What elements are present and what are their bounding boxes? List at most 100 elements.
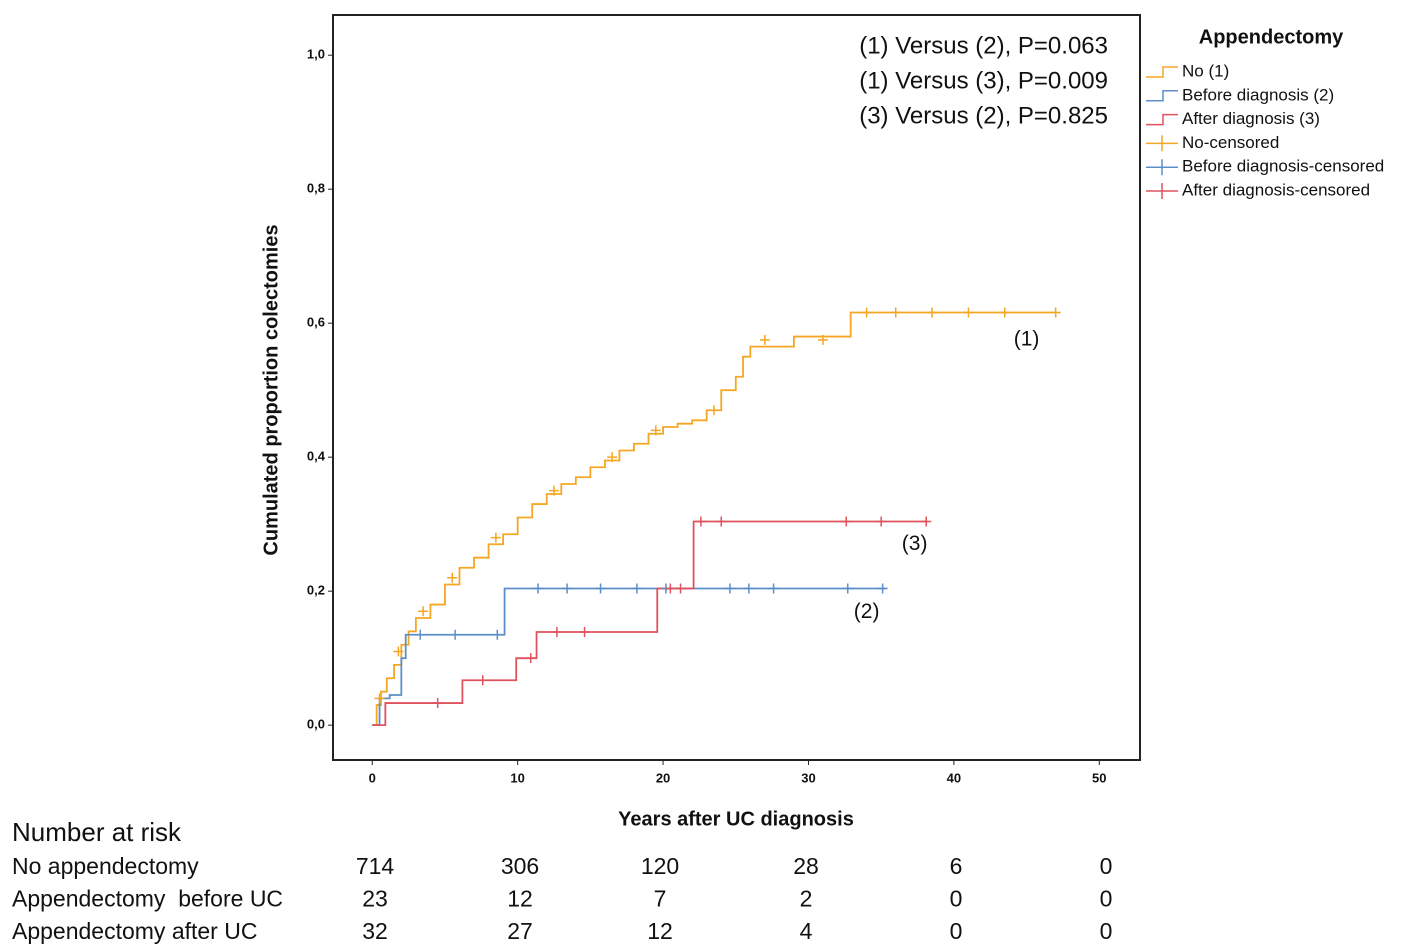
legend-swatch <box>1146 90 1178 102</box>
y-tick-label: 0,0 <box>307 717 325 732</box>
km-curve <box>372 520 928 727</box>
risk-value: 7 <box>654 886 667 912</box>
annotation: (3) Versus (2), P=0.825 <box>859 102 1108 129</box>
censor-mark <box>374 693 385 704</box>
censor-mark <box>393 646 404 657</box>
censor-mark <box>447 572 458 583</box>
risk-value: 0 <box>950 918 963 944</box>
risk-row-label: Appendectomy before UC <box>12 886 283 912</box>
censor-mark <box>818 334 829 345</box>
censor-mark <box>841 516 852 527</box>
censor-mark <box>759 334 770 345</box>
risk-value: 27 <box>507 918 533 944</box>
censor-mark <box>631 583 642 594</box>
risk-value: 4 <box>800 918 813 944</box>
y-tick-label: 0,4 <box>307 449 326 464</box>
legend-label: After diagnosis (3) <box>1182 109 1320 128</box>
censor-mark <box>724 583 735 594</box>
censor-mark <box>861 307 872 318</box>
plot-frame <box>332 14 1141 761</box>
risk-value: 0 <box>950 886 963 912</box>
censor-mark <box>876 516 887 527</box>
censor-mark <box>675 583 686 594</box>
censor-mark <box>477 675 488 686</box>
legend-swatch <box>1146 135 1178 152</box>
censor-mark <box>415 629 426 640</box>
legend-swatch <box>1146 113 1178 126</box>
censor-mark <box>607 452 618 463</box>
legend-label: Before diagnosis (2) <box>1182 85 1334 104</box>
risk-value: 714 <box>356 853 395 879</box>
curve-label: (2) <box>854 600 880 623</box>
risk-value: 306 <box>501 853 539 879</box>
curve-label: (3) <box>902 532 928 555</box>
risk-value: 0 <box>1100 886 1113 912</box>
censor-mark <box>695 516 706 527</box>
censor-mark <box>665 583 676 594</box>
censor-mark <box>921 516 932 527</box>
censor-mark <box>432 698 443 709</box>
x-tick-label: 40 <box>947 770 961 785</box>
censor-mark <box>708 405 719 416</box>
risk-value: 12 <box>647 918 673 944</box>
censor-mark <box>743 583 754 594</box>
censor-mark <box>492 629 503 640</box>
risk-value: 28 <box>793 853 819 879</box>
annotation: (1) Versus (2), P=0.063 <box>859 32 1108 59</box>
censor-mark <box>963 307 974 318</box>
risk-row-label: Appendectomy after UC <box>12 918 257 944</box>
legend-label: No (1) <box>1182 61 1229 80</box>
annotation: (1) Versus (3), P=0.009 <box>859 67 1108 94</box>
y-tick-label: 0,8 <box>307 181 325 196</box>
risk-value: 23 <box>362 886 388 912</box>
censor-mark <box>549 485 560 496</box>
risk-table-title: Number at risk <box>12 817 182 847</box>
x-tick-label: 10 <box>510 770 524 785</box>
legend-swatch <box>1146 66 1178 78</box>
censor-mark <box>490 532 501 543</box>
risk-value: 120 <box>641 853 679 879</box>
censor-mark <box>595 583 606 594</box>
curve-label: (1) <box>1014 327 1040 350</box>
risk-value: 12 <box>507 886 533 912</box>
x-tick-label: 0 <box>369 770 376 785</box>
legend-swatch <box>1146 183 1178 199</box>
censor-mark <box>418 606 429 617</box>
censor-mark <box>1050 307 1061 318</box>
x-tick-label: 30 <box>801 770 815 785</box>
censor-mark <box>562 583 573 594</box>
risk-value: 2 <box>800 886 813 912</box>
risk-row-label: No appendectomy <box>12 853 199 879</box>
x-tick-label: 50 <box>1092 770 1106 785</box>
legend-label: No-censored <box>1182 133 1279 152</box>
risk-value: 32 <box>362 918 388 944</box>
km-curve <box>372 587 886 727</box>
censor-mark <box>842 583 853 594</box>
censor-mark <box>890 307 901 318</box>
km-curve <box>372 311 1056 727</box>
y-axis-title: Cumulated proportion colectomies <box>260 224 282 555</box>
risk-value: 0 <box>1100 853 1113 879</box>
censor-mark <box>533 583 544 594</box>
legend-title: Appendectomy <box>1199 26 1344 48</box>
legend-swatch <box>1146 159 1178 176</box>
censor-mark <box>551 627 562 638</box>
censor-mark <box>999 307 1010 318</box>
y-tick-label: 0,2 <box>307 583 325 598</box>
censor-mark <box>579 627 590 638</box>
censor-mark <box>525 653 536 664</box>
censor-mark <box>650 425 661 436</box>
censor-mark <box>716 516 727 527</box>
censor-mark <box>927 307 938 318</box>
y-tick-label: 1,0 <box>307 47 325 62</box>
legend-label: After diagnosis-censored <box>1182 180 1370 199</box>
legend-label: Before diagnosis-censored <box>1182 157 1384 176</box>
risk-value: 0 <box>1100 918 1113 944</box>
risk-value: 6 <box>950 853 963 879</box>
x-tick-label: 20 <box>656 770 670 785</box>
censor-mark <box>877 583 888 594</box>
y-tick-label: 0,6 <box>307 315 325 330</box>
x-axis-title: Years after UC diagnosis <box>618 808 854 830</box>
censor-mark <box>768 583 779 594</box>
